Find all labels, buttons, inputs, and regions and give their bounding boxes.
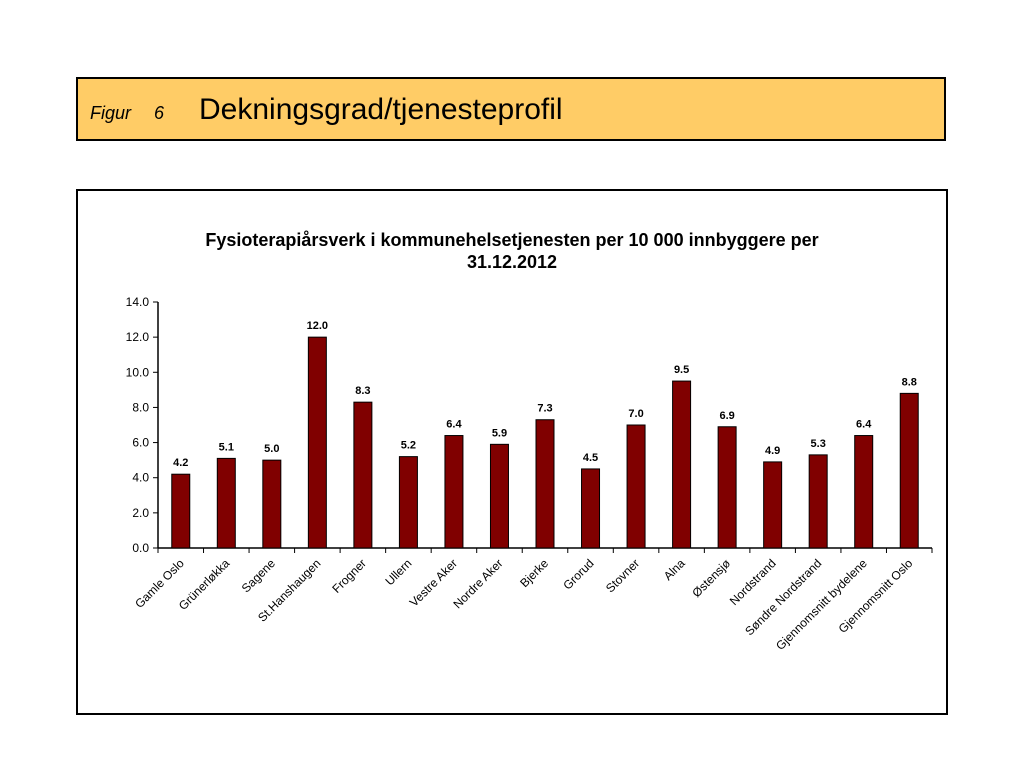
bar [763,461,783,549]
bar-value-label: 4.9 [765,445,780,457]
bar [717,426,737,549]
bar-value-label: 7.0 [628,408,643,420]
bar-value-label: 4.5 [583,452,598,464]
x-tick-label: Søndre Nordstrand [742,556,824,638]
y-tick-label: 6.0 [132,436,149,450]
x-tick-label: Østensjø [689,556,733,600]
x-tick-label: Alna [661,556,688,583]
chart-title-line-1: Fysioterapiårsverk i kommunehelsetjenest… [205,230,819,250]
bar-value-label: 8.3 [355,385,370,397]
bar [353,401,373,549]
bar-value-label: 4.2 [173,457,188,469]
bar [444,435,464,549]
bar [398,456,418,549]
bar [899,392,919,549]
bar-value-label: 6.4 [446,419,462,431]
x-tick-label: Stovner [603,556,642,595]
x-tick-label: Frogner [329,556,369,596]
figure-header: Figur 6 Dekningsgrad/tjenesteprofil [76,77,946,141]
bar [672,380,692,549]
bar [307,336,327,549]
bar [808,454,828,549]
bar-value-label: 7.3 [537,403,552,415]
bar-value-label: 8.8 [902,376,917,388]
bar [216,457,236,549]
x-tick-label: Sagene [239,556,278,595]
bar [854,435,874,549]
bar-value-label: 9.5 [674,364,689,376]
bar-value-label: 5.1 [219,441,234,453]
bar-value-label: 5.0 [264,443,279,455]
x-tick-label: Bjerke [517,556,551,590]
y-tick-label: 2.0 [132,506,149,520]
y-tick-label: 0.0 [132,541,149,555]
x-tick-label: Nordre Aker [450,556,505,611]
y-tick-label: 14.0 [126,295,150,309]
bar-value-label: 5.9 [492,427,507,439]
bar [489,443,509,549]
page-title: Dekningsgrad/tjenesteprofil [199,93,563,126]
chart-panel: Fysioterapiårsverk i kommunehelsetjenest… [76,189,948,715]
bar-value-label: 5.2 [401,440,416,452]
y-tick-label: 8.0 [132,400,149,414]
bar-value-label: 6.9 [719,410,734,422]
chart-title: Fysioterapiårsverk i kommunehelsetjenest… [78,229,946,273]
y-tick-label: 12.0 [126,330,150,344]
figure-number: 6 [154,103,165,123]
y-tick-label: 10.0 [126,365,150,379]
x-tick-label: Grorud [560,556,596,592]
bar-value-label: 12.0 [307,320,328,332]
bar-value-label: 5.3 [811,438,826,450]
figure-label: Figur [90,103,132,123]
bar [535,419,555,549]
chart-title-line-2: 31.12.2012 [466,252,558,272]
bar [171,473,191,549]
bar [581,468,601,549]
y-tick-label: 4.0 [132,471,149,485]
x-tick-label: Gjennomsnitt bydelene [773,556,870,653]
bar [262,459,282,549]
x-tick-label: Ullern [382,556,414,588]
bar-value-label: 6.4 [856,419,872,431]
bar [626,424,646,549]
